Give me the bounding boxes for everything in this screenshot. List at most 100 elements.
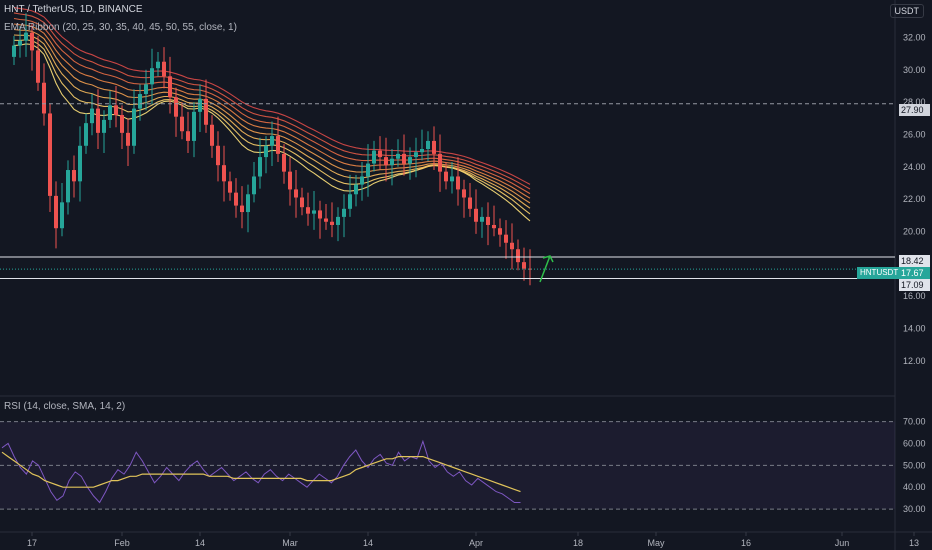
candle-body [474,208,478,222]
candle-body [498,228,502,235]
candle-body [84,123,88,146]
candle-body [246,194,250,213]
price-tick-label: 20.00 [903,226,926,236]
candle-body [432,140,436,154]
price-tick-label: 28.00 [903,97,926,107]
ema-line [13,6,531,185]
candle-body [468,197,472,209]
candle-body [72,170,76,182]
price-tick-label: 14.00 [903,323,926,333]
pair-legend: HNT / TetherUS, 1D, BINANCE [4,4,143,15]
candle-body [360,176,364,185]
time-tick-label: Apr [469,538,483,548]
candle-body [102,119,106,133]
time-tick-label: Mar [282,538,298,548]
candle-body [222,165,226,182]
candle-body [228,181,232,193]
candle-body [282,153,286,172]
candle-body [450,176,454,182]
candle-body [156,61,160,69]
candle-body [138,94,142,109]
rsi-legend: RSI (14, close, SMA, 14, 2) [4,401,126,412]
candle-body [180,116,184,132]
candle-body [36,50,40,83]
currency-badge[interactable]: USDT [889,4,924,18]
candles [12,13,532,286]
candle-body [288,171,292,190]
resistance-tag: 18.42 [899,255,930,267]
candle-body [18,40,22,46]
candle-body [384,157,388,166]
axes: 32.0030.0028.0026.0024.0022.0020.0018.00… [27,32,926,548]
candle-body [324,218,328,222]
candle-body [78,145,82,182]
candle-body [480,216,484,222]
candle-body [90,108,94,124]
time-tick-label: 14 [363,538,373,548]
candle-body [390,158,394,166]
time-tick-label: Feb [114,538,130,548]
candle-body [528,268,532,270]
candle-body [396,153,400,159]
candle-body [144,84,148,95]
time-tick-label: 13 [909,538,919,548]
candle-body [204,98,208,125]
candle-body [24,32,28,41]
candle-body [408,157,412,164]
candle-body [378,150,382,158]
price-tick-label: 26.00 [903,129,926,139]
time-tick-label: 17 [27,538,37,548]
candle-body [198,98,202,112]
horizontal-levels [0,103,895,279]
candle-body [150,68,154,85]
ema-legend: EMA Ribbon (20, 25, 30, 35, 40, 45, 50, … [4,22,237,33]
rsi-tick-label: 50.00 [903,460,926,470]
candle-body [240,205,244,213]
candle-body [456,176,460,190]
candle-body [126,132,130,146]
candle-body [522,262,526,269]
rsi-tick-label: 30.00 [903,504,926,514]
candle-body [234,192,238,206]
candle-body [186,131,190,141]
price-tick-label: 24.00 [903,162,926,172]
time-tick-label: May [647,538,665,548]
candle-body [96,108,100,133]
rsi-tick-label: 60.00 [903,438,926,448]
time-tick-label: 16 [741,538,751,548]
candle-body [174,97,178,117]
rsi-tick-label: 70.00 [903,417,926,427]
candle-body [42,82,46,114]
rsi-pane [0,421,895,510]
candle-body [216,145,220,166]
ema-line [13,12,531,190]
candle-body [48,113,52,196]
candle-body [414,152,418,158]
pair-legend-text: HNT / TetherUS, 1D, BINANCE [4,4,143,15]
candle-body [60,202,64,229]
candle-body [258,157,262,177]
candle-body [372,150,376,164]
candle-body [192,111,196,141]
candle-body [210,124,214,146]
candle-body [366,163,370,177]
candle-body [336,216,340,225]
candle-body [342,208,346,217]
time-tick-label: 14 [195,538,205,548]
price-tick-label: 32.00 [903,32,926,42]
candle-body [132,108,136,146]
rsi-ma-line [1,451,521,493]
candle-body [114,105,118,116]
candle-body [252,176,256,195]
candle-body [162,61,166,77]
candle-body [492,224,496,229]
candle-body [444,171,448,182]
candle-body [486,216,490,225]
candle-body [348,194,352,209]
candle-body [264,145,268,158]
candle-body [54,195,58,229]
time-tick-label: Jun [835,538,850,548]
ticker-label: HNTUSDT [857,267,902,279]
candle-body [510,242,514,250]
